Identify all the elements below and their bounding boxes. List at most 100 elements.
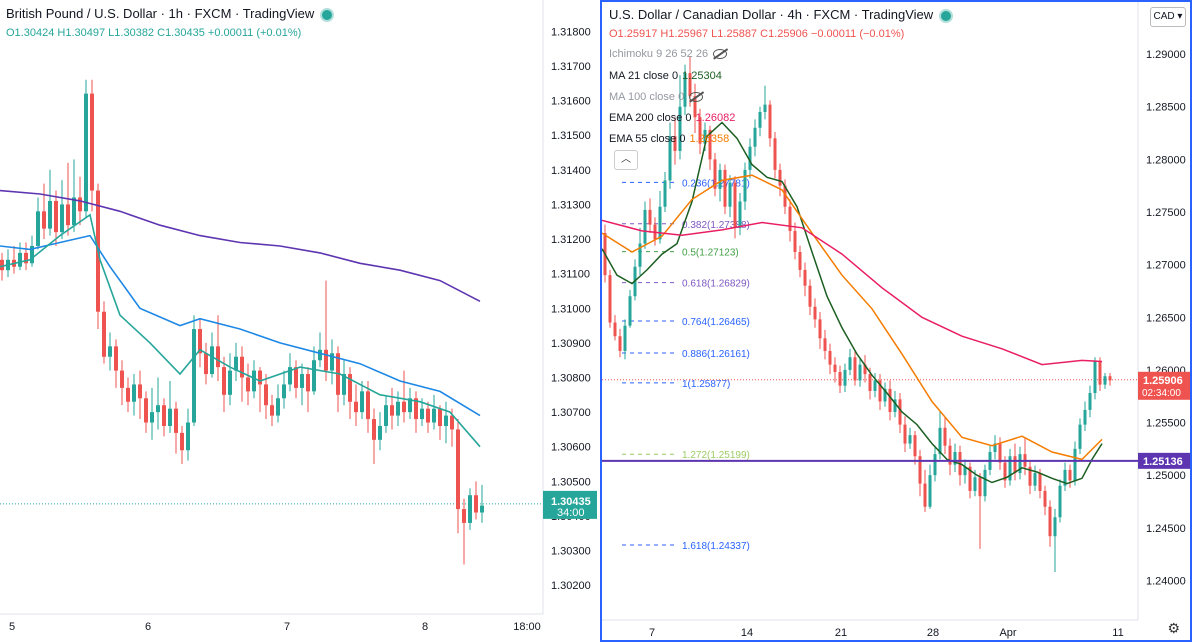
indicator-ma21[interactable]: MA 21 close 0 1.25304 [609,70,722,82]
series-line-ema-21 [0,213,481,448]
candle-body [222,367,226,395]
candle-body [168,408,172,426]
candle-body [84,93,88,212]
candle-body [426,408,430,423]
candle-body [708,129,712,160]
y-tick-label: 1.27000 [1146,260,1186,272]
indicator-ema200[interactable]: EMA 200 close 0 1.26082 [609,112,736,124]
candle-body [843,369,847,386]
candle-body [312,360,316,392]
candle-body [1028,466,1032,486]
indicator-ma100[interactable]: MA 100 close 0 [609,91,704,103]
candle-body [138,384,142,399]
candle-body [258,370,262,385]
y-tick-label: 1.31500 [551,130,591,142]
candle-body [1043,490,1047,507]
candle-body [54,200,58,233]
ohlc-change: −0.00011 (−0.01%) [810,28,905,40]
indicator-ichimoku[interactable]: Ichimoku 9 26 52 26 [609,48,728,60]
candle-body [733,182,737,228]
candle-body [402,401,406,413]
candle-body [808,285,812,307]
x-tick-label: 5 [9,621,15,633]
candle-body [252,370,256,392]
candle-body [783,185,787,207]
candle-body [126,387,130,402]
candle-body [348,374,352,402]
candle-body [414,398,418,420]
gbpusd-chart-pane[interactable]: 1.31800 1.31700 1.31600 1.31500 1.31400 1.313… [0,0,597,642]
candle-body [938,427,942,455]
collapse-legend-button[interactable]: ︿ [614,150,638,170]
ohlc-high: H1.30497 [57,27,106,39]
candle-body [953,452,957,465]
candle-body [998,443,1002,463]
indicator-ema55[interactable]: EMA 55 close 0 1.26358 [609,133,730,145]
current-price-tag [543,490,597,519]
usdcad-chart[interactable]: 1.29000 1.28500 1.28000 1.27500 1.27000 1.265… [602,2,1190,640]
candle-body [913,435,917,457]
candle-body [78,197,82,212]
countdown-text: 34:00 [557,507,585,519]
candle-body [1013,456,1017,474]
y-tick-label: 1.30900 [551,338,591,350]
candle-body [240,356,244,378]
candle-body [713,159,717,189]
y-tick-label: 1.25000 [1146,470,1186,482]
settings-gear-icon[interactable]: ⚙ [1167,620,1180,636]
candle-body [1078,424,1082,449]
candle-body [833,364,837,372]
fib-level-label: 0.886(1.26161) [682,349,750,360]
candle-body [156,405,160,413]
hidden-eye-icon[interactable] [713,49,728,60]
candle-body [66,204,70,226]
fib-level-label: 1.618(1.24337) [682,541,750,552]
candle-body [438,408,442,426]
series-line-ema-55 [602,174,1103,461]
candle-body [823,338,827,351]
hidden-eye-icon[interactable] [689,92,704,103]
candle-body [432,408,436,423]
y-tick-label: 1.27500 [1146,207,1186,219]
candle-body [1048,506,1052,537]
candle-body [673,136,677,151]
candle-body [36,211,40,246]
candle-body [180,432,184,451]
candle-body [748,146,752,170]
y-tick-label: 1.31300 [551,199,591,211]
candle-body [753,127,757,147]
candle-body [210,346,214,375]
usdcad-chart-pane[interactable]: 1.29000 1.28500 1.28000 1.27500 1.27000 1.265… [600,0,1192,642]
gbpusd-chart[interactable]: 1.31800 1.31700 1.31600 1.31500 1.31400 1.313… [0,0,597,642]
series-line-ma-55 [0,234,481,417]
candle-body [623,325,627,351]
fib-level-label: 1.272(1.25199) [682,450,750,461]
y-tick-label: 1.24000 [1146,575,1186,587]
candle-body [48,200,52,229]
candle-body [818,319,822,339]
x-tick-label: 14 [741,627,753,639]
usdcad-ohlc: O1.25917 H1.25967 L1.25887 C1.25906 −0.0… [609,28,904,40]
candle-body [848,357,852,370]
x-tick-label: 7 [649,627,655,639]
candle-body [1098,361,1102,385]
candle-body [803,269,807,286]
candle-body [396,401,400,416]
candle-body [90,93,94,191]
fib-level-label: 0.382(1.27388) [682,220,750,231]
fib-level-label: 0.764(1.26465) [682,317,750,328]
candle-body [1108,376,1112,381]
market-status-icon [320,7,335,22]
candle-body [216,346,220,368]
candle-body [390,405,394,416]
candle-body [462,509,466,523]
currency-select[interactable]: CAD ▾ [1150,7,1186,27]
candle-body [102,311,106,357]
candle-body [1093,361,1097,394]
candle-body [1003,462,1007,481]
y-tick-label: 1.30200 [551,580,591,592]
x-tick-label: 11 [1112,627,1123,639]
candle-body [678,106,682,151]
candle-body [613,322,617,337]
y-tick-label: 1.28000 [1146,154,1186,166]
